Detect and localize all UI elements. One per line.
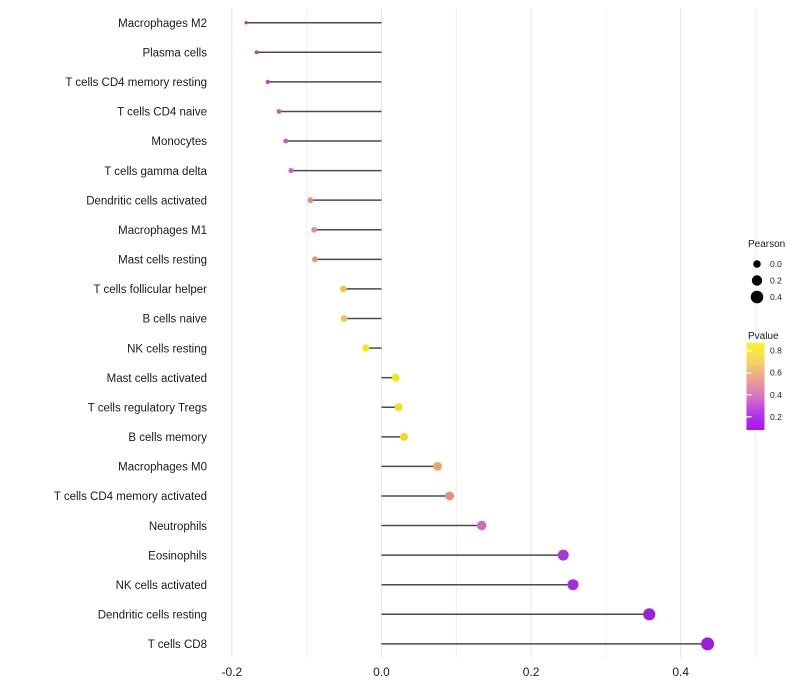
size-legend-title: Pearson <box>748 239 785 250</box>
lollipop-dot <box>643 608 656 621</box>
size-legend-label: 0.4 <box>770 292 782 302</box>
x-axis-tick-label: 0.2 <box>523 665 540 679</box>
lollipop-dot <box>567 579 579 591</box>
size-legend-dot <box>753 260 761 268</box>
y-axis-label: Eosinophils <box>148 550 207 562</box>
y-axis-label: T cells CD4 naive <box>117 107 207 119</box>
color-legend-tick-label: 0.8 <box>770 346 782 356</box>
lollipop-dot <box>340 285 347 293</box>
y-axis-label: B cells naive <box>142 314 207 326</box>
lollipop-dot <box>311 226 318 233</box>
lollipop-dot <box>391 373 400 382</box>
color-legend-tick-label: 0.4 <box>770 390 782 400</box>
lollipop-dot <box>265 79 270 85</box>
size-legend-label: 0.0 <box>770 259 782 269</box>
color-legend-tick-mark <box>746 394 752 396</box>
size-legend-dot <box>750 290 764 304</box>
lollipop-dot <box>276 109 282 114</box>
lollipop-dot <box>701 637 715 651</box>
color-legend-tick-mark <box>746 371 752 374</box>
y-axis-label: T cells CD4 memory resting <box>65 77 207 89</box>
y-axis-label: Plasma cells <box>142 47 207 59</box>
lollipop-dot <box>311 256 318 263</box>
lollipop-dot <box>340 315 348 322</box>
y-axis-label: Neutrophils <box>149 521 207 533</box>
color-legend-tick-label: 0.2 <box>770 412 782 422</box>
y-axis-label: Dendritic cells resting <box>98 610 207 622</box>
lollipop-dot <box>288 168 294 174</box>
size-legend-dot <box>751 275 763 286</box>
y-axis-label: Macrophages M0 <box>118 462 207 474</box>
y-axis-label: Mast cells activated <box>107 373 207 385</box>
color-legend-bar <box>746 343 765 430</box>
x-axis-tick-label: -0.2 <box>222 665 243 679</box>
lollipop-dot <box>399 432 408 441</box>
y-axis-label: NK cells activated <box>116 580 207 592</box>
y-axis-label: T cells follicular helper <box>93 284 207 296</box>
y-axis-label: T cells gamma delta <box>104 166 207 178</box>
color-legend-title: Pvalue <box>748 331 779 342</box>
y-axis-label: Dendritic cells activated <box>86 195 207 207</box>
x-axis-tick-label: 0.0 <box>373 665 390 679</box>
y-axis-label: NK cells resting <box>127 343 207 355</box>
y-axis-label: T cells CD8 <box>148 639 207 651</box>
y-axis-label: T cells regulatory Tregs <box>88 402 208 414</box>
y-axis-label: Macrophages M1 <box>118 225 207 237</box>
color-legend-tick-label: 0.6 <box>770 368 782 378</box>
color-legend-tick-mark <box>746 349 752 352</box>
y-axis-label: Mast cells resting <box>118 255 207 267</box>
lollipop-dot <box>307 197 314 204</box>
x-axis-tick-label: 0.4 <box>672 665 689 679</box>
lollipop-dot <box>476 520 487 531</box>
lollipop-dot <box>244 21 248 25</box>
lollipop-dot <box>394 403 403 412</box>
y-axis-label: Macrophages M2 <box>118 18 207 30</box>
lollipop-dot <box>445 491 455 501</box>
y-axis-label: T cells CD4 memory activated <box>54 491 207 503</box>
color-legend-tick-mark <box>746 416 752 418</box>
lollipop-dot <box>433 462 442 471</box>
lollipop-dot <box>254 50 259 55</box>
y-axis-label: B cells memory <box>128 432 207 444</box>
lollipop-dot <box>283 138 289 144</box>
size-legend-label: 0.2 <box>770 276 782 286</box>
lollipop-dot <box>362 344 370 352</box>
y-axis-label: Monocytes <box>151 136 207 148</box>
lollipop-dot <box>557 549 569 561</box>
